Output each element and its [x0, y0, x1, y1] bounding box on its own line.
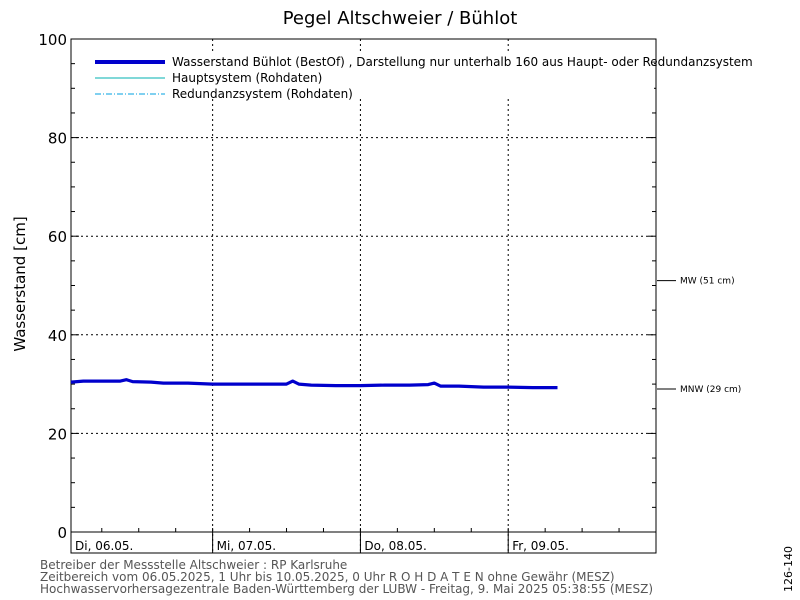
x-tick-label: Do, 08.05. [364, 539, 426, 553]
y-tick-label: 80 [48, 130, 67, 148]
chart-title: Pegel Altschweier / Bühlot [283, 8, 518, 29]
y-tick-label: 40 [48, 327, 67, 345]
footer-operator: Betreiber der Messstelle Altschweier : R… [40, 558, 348, 572]
x-tick-label: Mi, 07.05. [217, 539, 276, 553]
y-tick-label: 0 [57, 524, 67, 542]
series-line [70, 378, 558, 390]
reference-label: MW (51 cm) [680, 277, 735, 287]
x-tick-label: Di, 06.05. [75, 539, 133, 553]
footer-source: Hochwasservorhersagezentrale Baden-Württ… [40, 582, 653, 596]
axes-layer: 0 20 40 60 80 100 Di, 06.05. Mi, 07.05. Do, 08.0… [38, 31, 657, 554]
series-layer [70, 378, 558, 390]
y-tick-label: 100 [38, 31, 67, 49]
legend: Wasserstand Bühlot (BestOf) , Darstellun… [90, 52, 753, 101]
grid-layer [71, 39, 656, 553]
legend-label: Hauptsystem (Rohdaten) [172, 71, 322, 85]
reference-lines: MW (51 cm) MNW (29 cm) [657, 277, 741, 395]
legend-background [90, 52, 654, 99]
y-tick-label: 20 [48, 425, 67, 443]
x-tick-label: Fr, 09.05. [512, 539, 569, 553]
footer-time-range: Zeitbereich vom 06.05.2025, 1 Uhr bis 10… [40, 570, 615, 584]
y-tick-label: 60 [48, 228, 67, 246]
side-id-label: 126-140 [782, 546, 795, 592]
legend-label: Redundanzsystem (Rohdaten) [172, 87, 353, 101]
plot-frame [70, 38, 657, 554]
reference-label: MNW (29 cm) [680, 385, 741, 395]
legend-label: Wasserstand Bühlot (BestOf) , Darstellun… [172, 55, 753, 69]
y-axis-label: Wasserstand [cm] [11, 216, 29, 351]
